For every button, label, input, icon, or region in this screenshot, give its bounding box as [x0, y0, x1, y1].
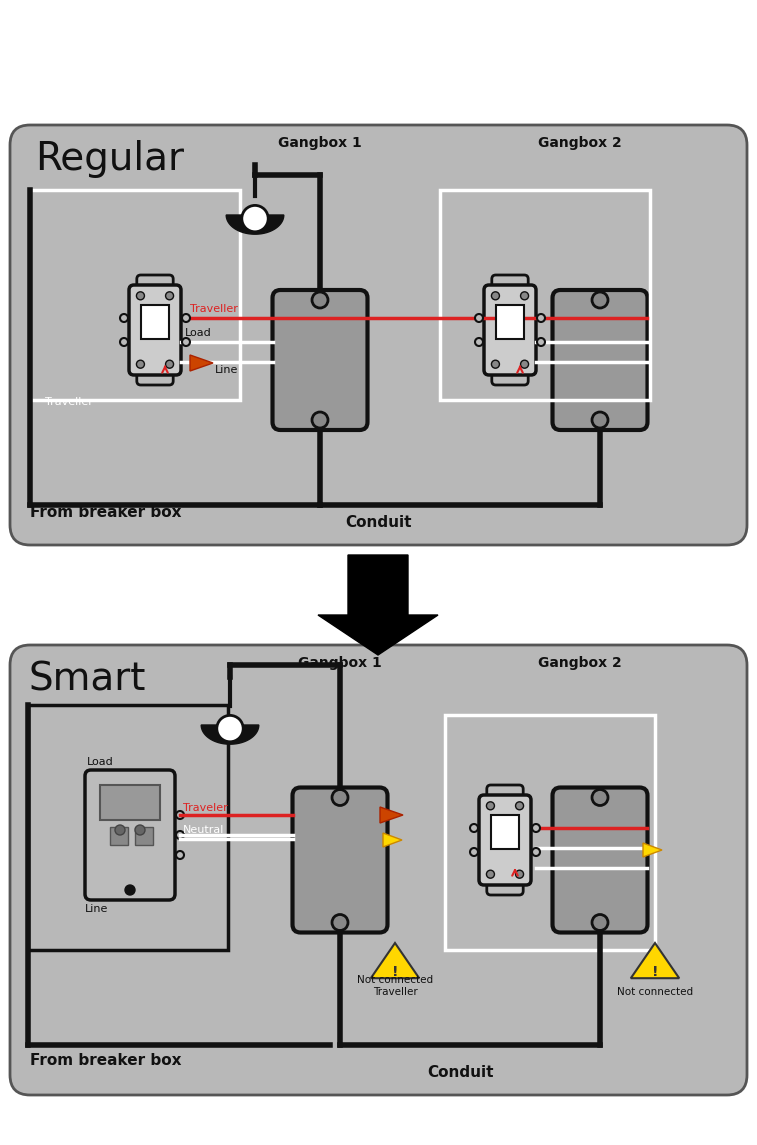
Text: Not connected: Not connected — [617, 987, 693, 997]
Circle shape — [475, 314, 483, 322]
Polygon shape — [643, 843, 662, 856]
Circle shape — [115, 826, 125, 835]
Circle shape — [135, 826, 145, 835]
Bar — [30, 190, 240, 400]
Circle shape — [136, 292, 145, 300]
Circle shape — [491, 292, 500, 300]
Circle shape — [166, 292, 173, 300]
Circle shape — [521, 292, 528, 300]
Polygon shape — [190, 355, 213, 371]
Circle shape — [176, 811, 184, 819]
Text: From breaker box: From breaker box — [30, 1053, 182, 1068]
Bar — [28, 705, 228, 950]
Text: Gangbox 2: Gangbox 2 — [538, 136, 621, 150]
FancyBboxPatch shape — [273, 290, 367, 431]
Bar — [496, 305, 525, 339]
Circle shape — [332, 915, 348, 931]
Circle shape — [136, 361, 145, 369]
FancyBboxPatch shape — [553, 788, 647, 932]
FancyBboxPatch shape — [129, 285, 181, 376]
Circle shape — [592, 915, 608, 931]
Circle shape — [537, 314, 545, 322]
Bar — [491, 815, 519, 848]
Circle shape — [491, 361, 500, 369]
Circle shape — [217, 716, 243, 742]
FancyBboxPatch shape — [137, 371, 173, 385]
Text: Conduit: Conduit — [427, 1065, 494, 1080]
Circle shape — [176, 831, 184, 839]
Bar — [135, 827, 153, 845]
Circle shape — [312, 292, 328, 308]
Text: Conduit: Conduit — [344, 515, 411, 530]
FancyBboxPatch shape — [137, 275, 173, 289]
Bar — [141, 305, 170, 339]
Text: Traveler: Traveler — [183, 803, 228, 813]
FancyBboxPatch shape — [85, 769, 175, 900]
Text: Regular: Regular — [35, 140, 184, 177]
FancyBboxPatch shape — [487, 881, 523, 895]
FancyBboxPatch shape — [492, 371, 528, 385]
Polygon shape — [383, 834, 402, 847]
Circle shape — [487, 870, 494, 878]
Circle shape — [516, 802, 524, 810]
FancyBboxPatch shape — [479, 795, 531, 885]
Text: !: ! — [652, 964, 659, 979]
FancyBboxPatch shape — [10, 125, 747, 545]
Text: Traveller: Traveller — [190, 305, 238, 314]
FancyBboxPatch shape — [492, 275, 528, 289]
Polygon shape — [226, 215, 284, 235]
Circle shape — [470, 848, 478, 856]
FancyBboxPatch shape — [553, 290, 647, 431]
Polygon shape — [318, 555, 438, 655]
Circle shape — [182, 314, 190, 322]
Text: Neutral: Neutral — [183, 826, 224, 835]
Circle shape — [120, 314, 128, 322]
Circle shape — [537, 338, 545, 346]
Text: Smart: Smart — [28, 660, 145, 698]
Polygon shape — [631, 943, 679, 978]
Circle shape — [516, 870, 524, 878]
Polygon shape — [371, 943, 419, 978]
FancyBboxPatch shape — [292, 788, 388, 932]
Text: Not connected
Traveller: Not connected Traveller — [357, 976, 433, 997]
Circle shape — [470, 824, 478, 832]
Text: Load: Load — [185, 327, 212, 338]
Circle shape — [521, 361, 528, 369]
Text: Line: Line — [85, 905, 108, 914]
Circle shape — [592, 790, 608, 805]
Circle shape — [176, 851, 184, 859]
Text: !: ! — [392, 964, 398, 979]
Circle shape — [120, 338, 128, 346]
Bar — [110, 827, 128, 845]
Circle shape — [475, 338, 483, 346]
Circle shape — [332, 790, 348, 805]
Text: Line: Line — [215, 365, 238, 376]
Circle shape — [241, 205, 268, 231]
Text: Gangbox 1: Gangbox 1 — [298, 656, 382, 670]
Circle shape — [166, 361, 173, 369]
Circle shape — [592, 412, 608, 428]
Text: Gangbox 1: Gangbox 1 — [278, 136, 362, 150]
Text: Gangbox 2: Gangbox 2 — [538, 656, 621, 670]
Text: From breaker box: From breaker box — [30, 505, 182, 520]
Circle shape — [592, 292, 608, 308]
FancyBboxPatch shape — [487, 785, 523, 799]
Polygon shape — [201, 725, 259, 744]
Circle shape — [532, 848, 540, 856]
Circle shape — [312, 412, 328, 428]
Text: Load: Load — [87, 757, 114, 767]
Circle shape — [532, 824, 540, 832]
FancyBboxPatch shape — [10, 645, 747, 1095]
Bar — [445, 714, 655, 950]
Circle shape — [182, 338, 190, 346]
FancyBboxPatch shape — [484, 285, 536, 376]
Circle shape — [125, 885, 135, 895]
Bar — [440, 190, 650, 400]
Text: Traveller: Traveller — [45, 397, 93, 406]
Bar — [100, 785, 160, 820]
Polygon shape — [380, 807, 403, 823]
Circle shape — [487, 802, 494, 810]
